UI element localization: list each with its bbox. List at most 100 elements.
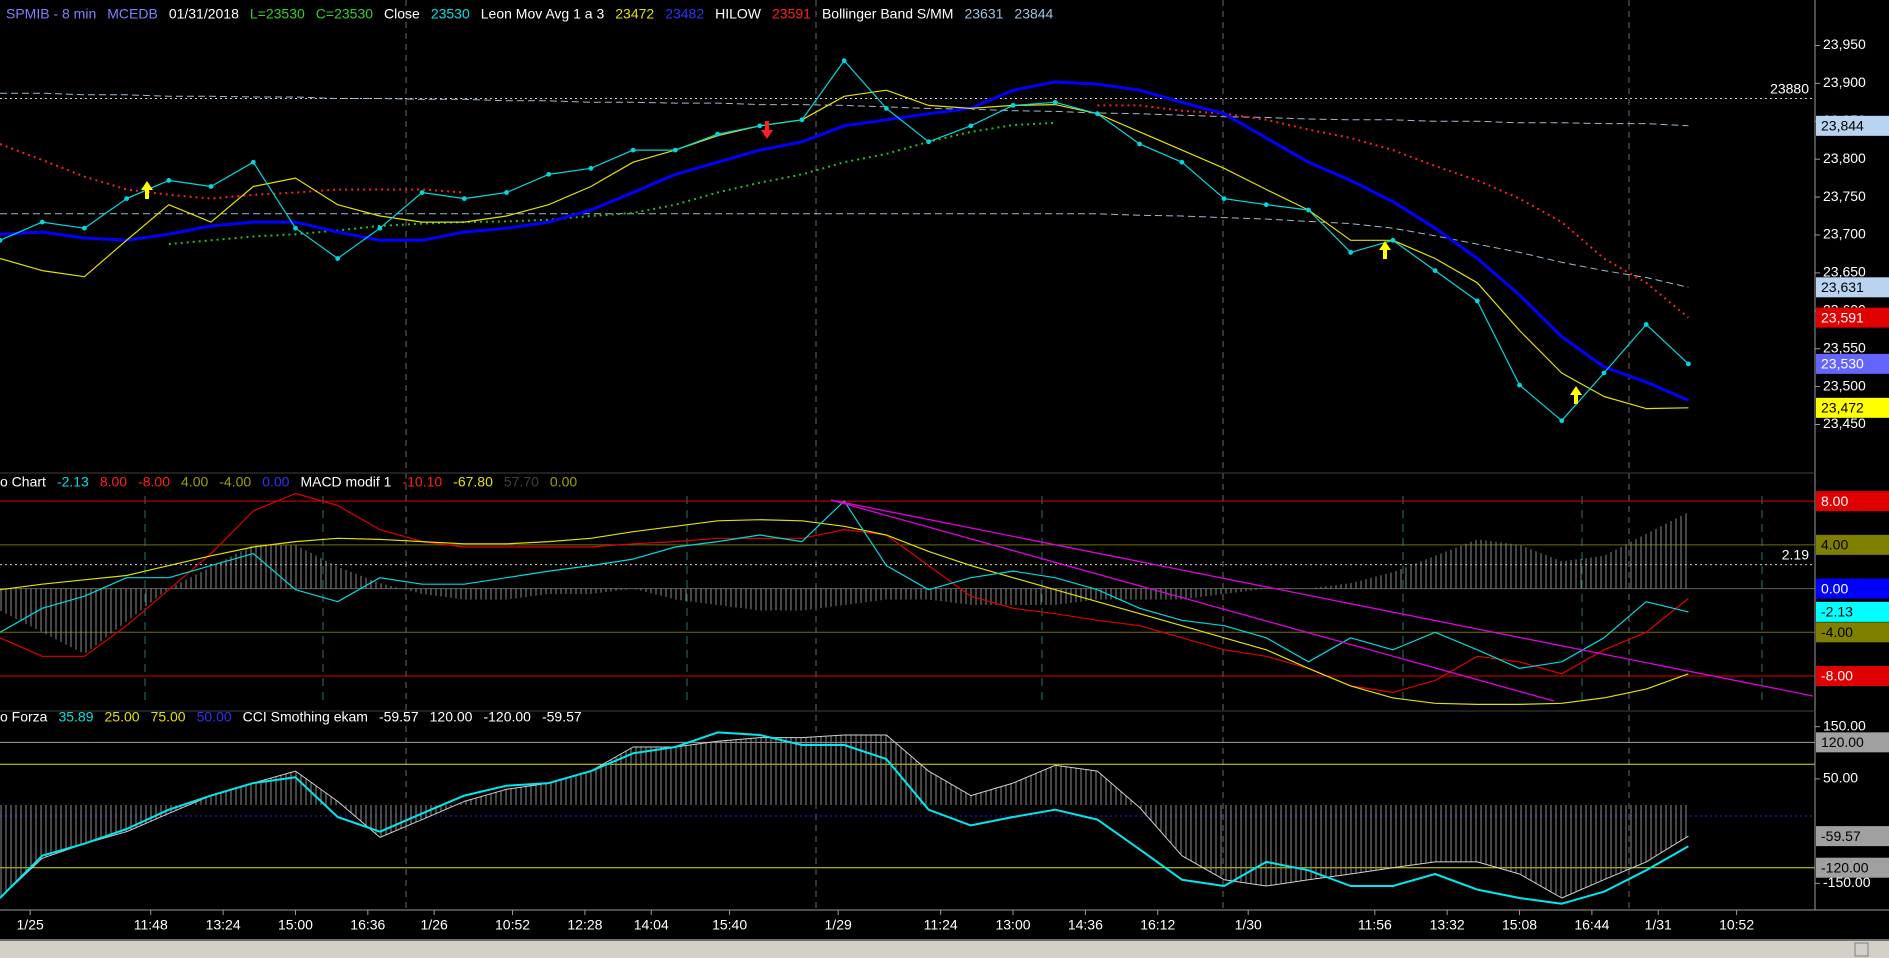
value-tag-box [1816,277,1889,298]
value-tag: 23,631 [1821,279,1864,295]
y-tick-label: 23,500 [1823,377,1866,393]
panel [0,58,1815,424]
legend-item: 35.89 [58,709,93,725]
series-line [0,89,1689,410]
point [1179,159,1185,165]
level-label-box [1816,534,1889,555]
point [1263,202,1269,208]
series-line [0,213,1689,288]
point [250,159,256,165]
legend-item: Close [384,6,420,22]
legend-item: C=23530 [316,6,373,22]
legend-item: 120.00 [430,709,473,725]
legend-item: MACD modif 1 [300,474,391,490]
plot-layer: 2388023,45023,50023,55023,60023,65023,70… [0,6,1889,933]
value-tag-box [1816,353,1889,374]
value-tag-box [1816,307,1889,328]
series-line [0,104,1690,319]
series-line [0,734,1689,899]
level-label-box [1816,732,1889,753]
value-tag: -59.57 [1821,828,1861,844]
point [1348,250,1354,255]
point [672,147,678,153]
point [1474,298,1480,304]
point [1306,207,1311,213]
trend-line [830,499,1814,697]
point [293,225,298,231]
y-tick-label: 150.00 [1823,717,1866,733]
point [1559,418,1565,424]
legend-item: Bollinger Band S/MM [822,6,954,22]
legend-item: Leon Mov Avg 1 a 3 [481,6,605,22]
series-line [168,121,1056,246]
value-tag: 23,530 [1821,356,1864,372]
legend-item: 23844 [1014,6,1053,22]
buy-arrow [1570,386,1582,404]
trend-lines [830,499,1814,702]
legend-item: 8.00 [100,474,127,490]
panel [0,731,1815,905]
legend-item: 23591 [772,6,811,22]
point [968,123,974,129]
y-tick-label: 23,650 [1823,264,1866,280]
reference-label: 2.19 [1782,546,1809,562]
point [757,123,763,129]
histogram [0,512,1689,655]
point [461,196,467,202]
point [82,225,87,231]
legend-item: 23530 [431,6,470,22]
point [1010,102,1016,108]
panel [0,492,1815,705]
x-tick-label: 16:12 [1140,917,1175,933]
x-tick-label: 15:08 [1502,917,1537,933]
point [166,178,172,183]
level-label-box [1816,857,1889,878]
level-label-box [1816,491,1889,512]
point [1601,370,1607,376]
point [377,225,383,231]
value-tag-box [1816,115,1889,136]
point [715,131,720,137]
legend-item: SPMIB - 8 min [6,6,96,22]
level-label: 0.00 [1821,580,1848,596]
legend-item: -10.10 [402,474,442,490]
legend-item: 23472 [615,6,654,22]
x-tick-label: 16:36 [350,917,385,933]
x-tick-label: 10:52 [1719,917,1754,933]
y-tick-label: -150.00 [1823,874,1871,890]
legend-item: 23631 [964,6,1003,22]
y-tick-label: 23,900 [1823,74,1866,90]
legend-item: -59.57 [379,709,419,725]
y-tick-label: 23,700 [1823,226,1866,242]
x-tick-label: 1/30 [1235,917,1262,933]
point [504,190,509,195]
point [546,171,552,177]
legend-item: CCI Smothing ekam [243,709,368,725]
resize-box [1854,942,1869,957]
legend-item: -4.00 [219,474,251,490]
value-tag-box [1816,397,1889,418]
point [1432,268,1438,274]
reference-label: 23880 [1770,80,1809,96]
status-bar [0,941,1889,958]
level-label-box [1816,666,1889,687]
legend-item: 0.00 [550,474,577,490]
y-tick-label: 50.00 [1823,770,1858,786]
legend-item: o Chart [0,474,46,490]
point [841,58,847,64]
point [926,139,932,145]
point [1517,382,1522,388]
legend-item: 01/31/2018 [169,6,239,22]
point [208,184,214,189]
legend-item: 0.00 [262,474,289,490]
point [1052,99,1058,105]
x-tick-label: 16:44 [1574,917,1609,933]
legend-item: -120.00 [483,709,531,725]
histogram [0,735,1689,898]
series-line [0,500,1689,669]
value-tag: 23,591 [1821,309,1864,325]
x-tick-label: 12:28 [567,917,602,933]
x-tick-label: 15:00 [278,917,313,933]
value-tag-box [1816,601,1889,622]
